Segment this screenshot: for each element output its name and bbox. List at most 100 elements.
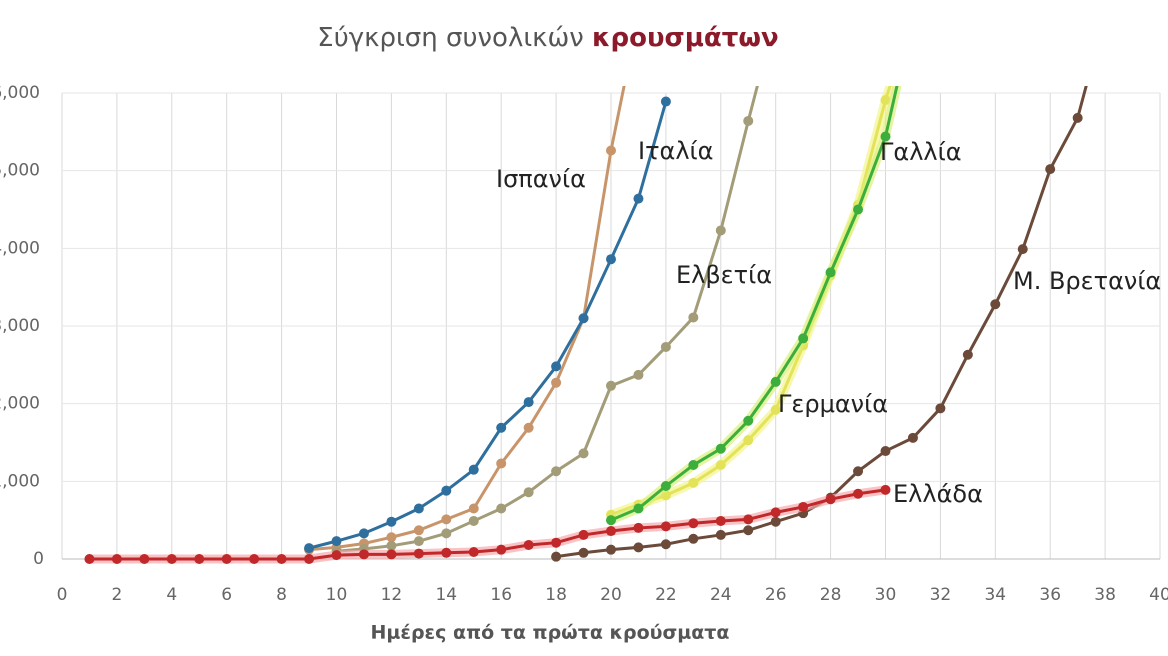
data-point	[688, 518, 699, 529]
series-label: Μ. Βρετανία	[1013, 267, 1161, 295]
data-point	[715, 460, 726, 471]
data-point	[111, 554, 122, 564]
data-point	[880, 131, 891, 142]
data-point	[468, 515, 479, 526]
x-tick-label: 12	[381, 585, 403, 605]
data-point	[880, 94, 891, 105]
data-point	[935, 403, 946, 414]
series-line	[610, 86, 899, 522]
data-point	[331, 550, 342, 561]
data-point	[633, 522, 644, 533]
data-point	[139, 554, 150, 564]
x-tick-label: 36	[1039, 585, 1061, 605]
data-point	[825, 494, 836, 505]
plot	[84, 10, 1088, 564]
x-tick-label: 2	[111, 585, 122, 605]
x-tick-label: 14	[435, 585, 457, 605]
data-point	[413, 525, 424, 536]
y-tick-label: 3,000	[0, 316, 40, 336]
data-point	[853, 204, 864, 215]
data-point	[386, 540, 397, 551]
data-point	[468, 547, 479, 558]
data-point	[578, 448, 589, 459]
data-point	[523, 422, 534, 433]
data-point	[496, 422, 507, 433]
x-tick-label: 40	[1149, 585, 1168, 605]
data-point	[798, 333, 809, 344]
data-point	[688, 533, 699, 544]
data-point	[688, 477, 699, 488]
x-tick-label: 0	[57, 585, 68, 605]
data-point	[496, 544, 507, 555]
data-point	[331, 536, 342, 547]
data-point	[660, 539, 671, 550]
data-point	[441, 485, 452, 496]
series-label: Γερμανία	[778, 390, 888, 418]
data-point	[962, 349, 973, 360]
data-point	[386, 549, 397, 560]
data-point	[468, 464, 479, 475]
data-point	[743, 115, 754, 126]
data-point	[633, 10, 643, 20]
y-tick-label: 0	[33, 549, 44, 569]
data-point	[660, 96, 671, 107]
data-point	[386, 532, 397, 543]
data-point	[688, 460, 699, 471]
x-tick-label: 16	[490, 585, 512, 605]
x-tick-label: 8	[276, 585, 287, 605]
data-point	[908, 10, 918, 20]
data-point	[770, 376, 781, 387]
data-point	[441, 528, 452, 539]
data-point	[496, 503, 507, 514]
data-point	[798, 501, 809, 512]
data-point	[413, 548, 424, 559]
data-point	[413, 536, 424, 547]
data-point	[743, 435, 754, 446]
data-point	[715, 515, 726, 526]
data-point	[441, 514, 452, 525]
series-label: Ιταλία	[638, 137, 714, 165]
y-tick-label: 5,000	[0, 161, 40, 181]
data-point	[551, 551, 562, 562]
data-point	[606, 515, 616, 526]
data-point	[660, 521, 671, 532]
data-point	[606, 145, 616, 156]
data-point	[551, 537, 562, 548]
data-point	[523, 487, 534, 498]
data-point	[633, 542, 644, 553]
data-point	[880, 484, 891, 495]
x-tick-label: 34	[984, 585, 1006, 605]
data-point	[853, 466, 864, 477]
y-tick-label: 2,000	[0, 394, 40, 414]
data-point	[249, 554, 260, 564]
data-point	[413, 503, 424, 514]
data-point	[743, 415, 754, 426]
labels: Ισπανία Ιταλία Ελβετία Γερμανία Γαλλία Μ. Βρε…	[496, 137, 1161, 508]
data-point	[523, 397, 534, 408]
x-tick-label: 38	[1094, 585, 1116, 605]
data-point	[1017, 244, 1028, 255]
data-point	[606, 380, 616, 391]
data-point	[908, 10, 918, 20]
data-point	[194, 554, 205, 564]
data-point	[276, 554, 287, 564]
data-point	[221, 554, 232, 564]
data-point	[496, 458, 507, 469]
data-point	[468, 503, 479, 514]
x-tick-label: 24	[710, 585, 732, 605]
x-tick-label: 6	[221, 585, 232, 605]
y-tick-label: 6,000	[0, 83, 40, 103]
data-point	[660, 480, 671, 491]
data-point	[441, 547, 452, 558]
x-tick-label: 30	[875, 585, 897, 605]
y-tick-label: 4,000	[0, 238, 40, 258]
data-point	[304, 543, 315, 554]
data-point	[358, 549, 369, 560]
data-point	[358, 528, 369, 539]
data-point	[743, 514, 754, 525]
data-point	[715, 225, 726, 236]
data-point	[578, 547, 589, 558]
data-point	[715, 443, 726, 454]
data-point	[606, 254, 616, 265]
series-label: Ισπανία	[496, 165, 586, 193]
